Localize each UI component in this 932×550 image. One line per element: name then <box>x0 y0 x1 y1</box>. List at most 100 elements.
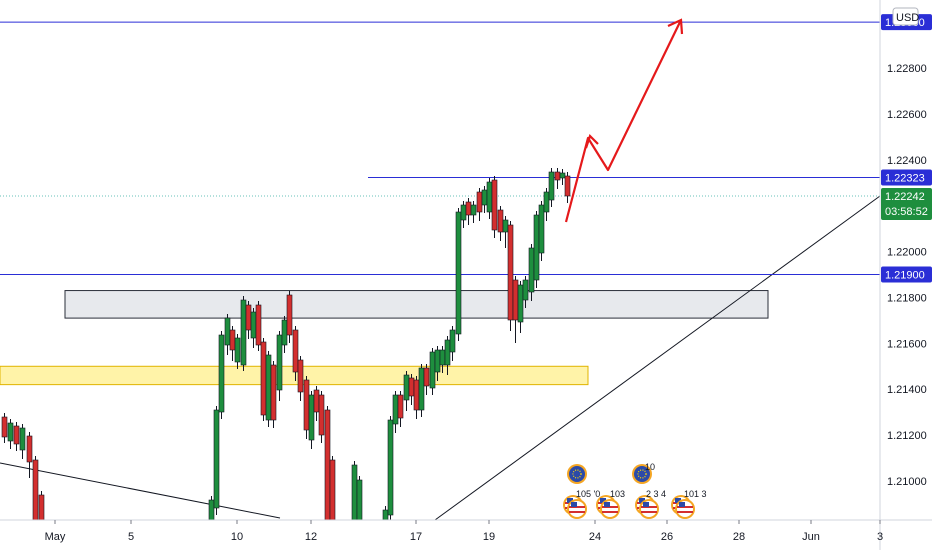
candle[interactable] <box>1 413 8 443</box>
time-axis[interactable]: May 5 10 12 17 19 24 26 28 Jun 3 <box>0 519 932 543</box>
time-tick-label: 28 <box>733 531 745 543</box>
candle[interactable] <box>265 351 272 427</box>
candle[interactable] <box>297 356 304 401</box>
candle[interactable] <box>7 419 14 449</box>
candle-body <box>512 279 519 321</box>
eu-flag-icon[interactable] <box>567 464 587 484</box>
candle-body <box>356 479 363 521</box>
candle[interactable] <box>19 424 26 459</box>
candle-body <box>286 294 293 336</box>
flag-canton <box>679 502 685 507</box>
time-tick-label: 17 <box>410 531 422 543</box>
price-tick-label: 1.22800 <box>887 63 927 75</box>
candle[interactable] <box>356 476 363 521</box>
current-price-label: 1.22242 <box>885 191 925 203</box>
candle[interactable] <box>444 336 451 375</box>
candle[interactable] <box>559 169 566 185</box>
candle[interactable] <box>423 364 430 395</box>
candle[interactable] <box>234 334 241 369</box>
support-price-badge <box>881 266 932 283</box>
eu-stars <box>637 469 647 479</box>
support-price-badge-label: 1.21900 <box>885 270 925 282</box>
candle[interactable] <box>418 364 425 417</box>
currency-button[interactable]: USD <box>892 7 919 26</box>
candle[interactable] <box>260 338 267 421</box>
projection-path <box>564 21 681 223</box>
time-tick-label: 19 <box>483 531 495 543</box>
candle-body <box>308 394 315 441</box>
candle-body <box>497 209 504 233</box>
time-tick-label: 24 <box>589 531 601 543</box>
candle-body <box>265 354 272 421</box>
candle[interactable] <box>522 276 529 308</box>
us-flag-icon[interactable] <box>639 499 659 519</box>
candle-body <box>229 329 236 351</box>
candle[interactable] <box>26 432 33 478</box>
candle[interactable] <box>387 416 394 520</box>
price-lines-layer <box>0 21 880 275</box>
candle[interactable] <box>543 188 550 221</box>
price-tick-label: 1.21400 <box>887 384 927 396</box>
candle-body <box>13 425 20 445</box>
candle-body <box>543 191 550 213</box>
candle[interactable] <box>255 301 262 351</box>
candle[interactable] <box>32 456 39 521</box>
candle[interactable] <box>218 331 225 419</box>
plot-background <box>0 0 880 520</box>
candle[interactable] <box>517 281 524 333</box>
candle[interactable] <box>564 172 571 203</box>
candle[interactable] <box>507 221 514 331</box>
candle[interactable] <box>318 391 325 443</box>
candle[interactable] <box>491 176 498 238</box>
candle-body <box>460 204 467 221</box>
flag-stripe <box>677 511 693 513</box>
candle-body <box>517 284 524 323</box>
candle[interactable] <box>538 201 545 261</box>
candles-layer[interactable] <box>1 168 571 521</box>
candle-body <box>465 201 472 216</box>
candle-body <box>276 334 283 391</box>
time-tick-label: May <box>45 531 66 543</box>
candle[interactable] <box>303 376 310 439</box>
candle[interactable] <box>449 326 456 361</box>
price-tick-label: 1.22000 <box>887 247 927 259</box>
eu-flag-icon[interactable] <box>632 464 652 484</box>
candle[interactable] <box>548 168 555 207</box>
trendlines-layer <box>0 195 881 521</box>
candle[interactable] <box>455 208 462 341</box>
candle[interactable] <box>270 361 277 428</box>
flag-canton <box>571 502 577 507</box>
price-tick-label: 1.21800 <box>887 292 927 304</box>
candle[interactable] <box>533 211 540 288</box>
candle[interactable] <box>429 348 436 395</box>
candle-body <box>1 416 8 438</box>
candle[interactable] <box>351 461 358 521</box>
candle[interactable] <box>13 422 20 451</box>
us-flag-icon[interactable] <box>567 499 587 519</box>
candle[interactable] <box>286 291 293 343</box>
candle-body <box>303 379 310 431</box>
candle-body <box>564 175 571 197</box>
candle-body <box>382 509 389 521</box>
us-flag-icon[interactable] <box>600 499 620 519</box>
candle[interactable] <box>470 201 477 223</box>
candle[interactable] <box>324 406 331 521</box>
candle[interactable] <box>329 456 336 521</box>
time-tick-label: 5 <box>128 531 134 543</box>
candle-body <box>455 211 462 335</box>
candle-body <box>387 419 394 516</box>
us-flag-icon[interactable] <box>675 499 695 519</box>
news-events-layer[interactable]: 105 '0 103 10 2 3 4 101 3 <box>563 462 707 519</box>
candle[interactable] <box>397 391 404 427</box>
candle[interactable] <box>213 406 220 515</box>
candle[interactable] <box>240 296 247 371</box>
candle[interactable] <box>276 331 283 401</box>
price-tick-label: 1.22400 <box>887 155 927 167</box>
candle[interactable] <box>308 391 315 449</box>
candle[interactable] <box>292 326 299 381</box>
candle-body <box>522 279 529 301</box>
flag-canton <box>675 498 681 503</box>
candle[interactable] <box>38 491 45 521</box>
